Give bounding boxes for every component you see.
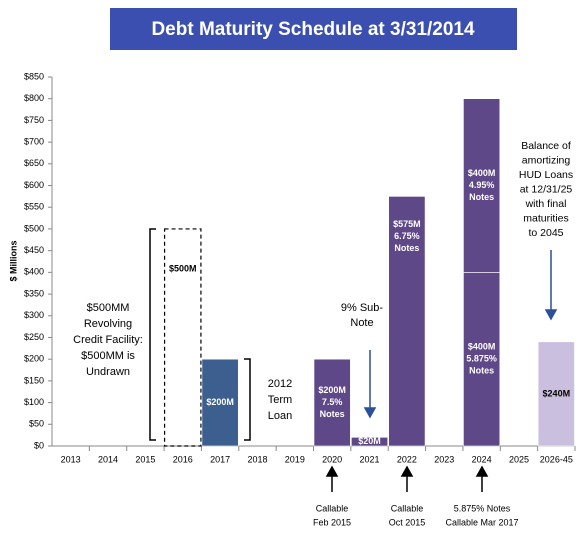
y-tick-label: $750 [24,115,44,125]
chart-title: Debt Maturity Schedule at 3/31/2014 [151,19,475,40]
annotation: to 2045 [528,227,563,239]
annotation: $500MM [87,302,130,314]
value-label: 7.5% [322,397,343,407]
title-banner [110,8,517,50]
annotation: Loan [268,410,292,422]
y-tick-label: $600 [24,180,44,190]
annotation: maturities [523,212,569,224]
y-tick-label: $650 [24,158,44,168]
bar [163,228,202,447]
annotation: 9% Sub- [341,302,384,314]
value-label: Notes [320,409,345,419]
value-label: Notes [394,243,419,253]
x-tick-label: 2023 [434,454,454,464]
annotation: Callable [391,503,424,513]
y-tick-label: $100 [24,397,44,407]
value-label: $500M [169,263,197,273]
annotation: Term [268,394,292,406]
annotation: Undrawn [86,366,130,378]
annotation: Callable [316,503,349,513]
annotation: HUD Loans [519,169,573,181]
x-tick-label: 2019 [285,454,305,464]
annotation: Revolving [84,318,132,330]
value-label: 5.875% [466,354,497,364]
arrows [363,250,558,419]
y-tick-label: $250 [24,332,44,342]
annotation: with final [525,198,567,210]
value-label: $200M [318,385,346,395]
value-label: $400M [468,342,496,352]
value-label: $200M [206,397,234,407]
annotation: Balance of [521,140,571,152]
y-tick-label: $0 [34,440,44,450]
y-tick-label: $400 [24,267,44,277]
x-tick-label: 2014 [98,454,118,464]
y-tick-label: $50 [29,419,44,429]
bracket [244,358,251,441]
annotation: Note [350,317,373,329]
annotation: Oct 2015 [389,517,426,527]
bar [351,437,389,447]
annotation: Credit Facility: [73,334,143,346]
y-axis-label: $ Millions [8,240,18,281]
y-tick-label: $500 [24,223,44,233]
value-label: 4.95% [469,180,495,190]
value-label: $20M [358,436,381,446]
x-tick-label: 2020 [322,454,342,464]
value-label: Notes [469,192,494,202]
bar [463,98,501,273]
x-tick-label: 2024 [472,454,492,464]
bar [388,196,426,447]
y-tick-label: $550 [24,202,44,212]
value-label: $240M [543,388,571,398]
x-tick-label: 2017 [210,454,230,464]
y-tick-label: $350 [24,288,44,298]
annotation: amortizing [522,154,571,166]
value-label: Notes [469,366,494,376]
x-tick-label: 2022 [397,454,417,464]
annotation: Feb 2015 [313,517,351,527]
annotation: 2012 [268,378,292,390]
y-tick-label: $150 [24,375,44,385]
value-label: $575M [393,219,421,229]
x-tick-label: 2026-45 [540,454,573,464]
bar [313,358,351,447]
y-tick-label: $450 [24,245,44,255]
y-tick-label: $200 [24,354,44,364]
arrows [325,465,489,492]
y-tick-label: $850 [24,71,44,81]
annotation: at 12/31/25 [520,183,573,195]
y-tick-label: $800 [24,93,44,103]
x-tick-label: 2013 [61,454,81,464]
bar [463,272,501,447]
annotation: 5.875% Notes [454,503,511,513]
y-tick-label: $300 [24,310,44,320]
value-label: $400M [468,168,496,178]
x-tick-label: 2025 [509,454,529,464]
x-tick-label: 2015 [135,454,155,464]
annotation: Callable Mar 2017 [445,517,518,527]
bar [201,358,239,447]
y-tick-label: $700 [24,136,44,146]
value-label: 6.75% [394,231,420,241]
x-tick-label: 2018 [247,454,267,464]
annotation: $500MM is [81,350,135,362]
bar [537,341,575,447]
x-tick-label: 2016 [173,454,193,464]
x-tick-label: 2021 [360,454,380,464]
bracket [149,228,156,441]
